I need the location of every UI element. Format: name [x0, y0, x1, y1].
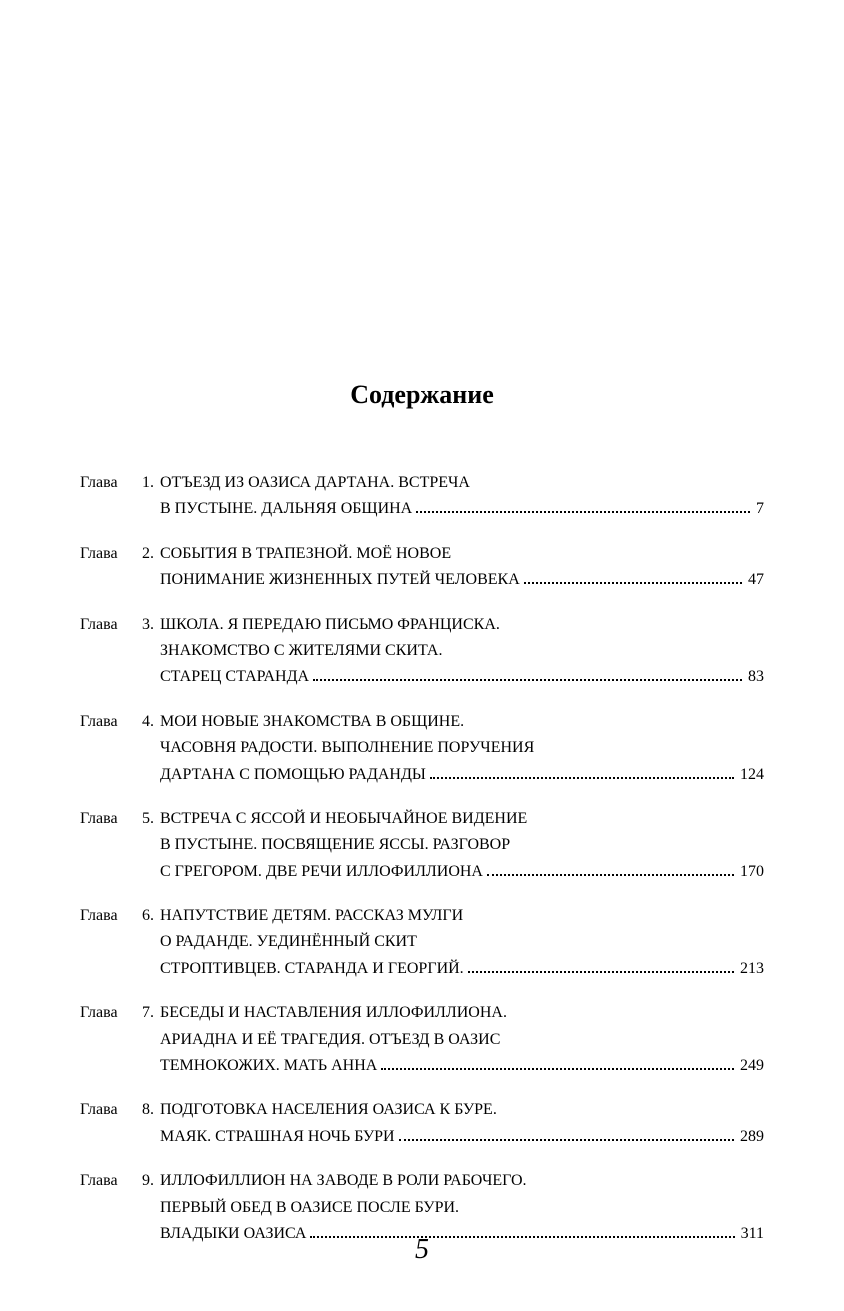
- chapter-title-line: ПЕРВЫЙ ОБЕД В ОАЗИСЕ ПОСЛЕ БУРИ.: [160, 1195, 764, 1221]
- chapter-title-line: ПОДГОТОВКА НАСЕЛЕНИЯ ОАЗИСА К БУРЕ.: [160, 1097, 764, 1123]
- chapter-title-text: МАЯК. СТРАШНАЯ НОЧЬ БУРИ: [160, 1124, 395, 1150]
- toc-entry: Глава2.СОБЫТИЯ В ТРАПЕЗНОЙ. МОЁ НОВОЕПОН…: [80, 541, 764, 594]
- chapter-title-line: ЧАСОВНЯ РАДОСТИ. ВЫПОЛНЕНИЕ ПОРУЧЕНИЯ: [160, 735, 764, 761]
- chapter-label: Глава: [80, 470, 136, 496]
- chapter-page: 170: [738, 859, 764, 885]
- chapter-title-text: ДАРТАНА С ПОМОЩЬЮ РАДАНДЫ: [160, 762, 426, 788]
- leader-dots: [399, 1139, 734, 1141]
- chapter-label: Глава: [80, 903, 136, 929]
- chapter-label: Глава: [80, 806, 136, 832]
- toc-entry: Глава5.ВСТРЕЧА С ЯССОЙ И НЕОБЫЧАЙНОЕ ВИД…: [80, 806, 764, 885]
- chapter-number: 5.: [136, 806, 160, 832]
- chapter-lastline: СТАРЕЦ СТАРАНДА 83: [160, 664, 764, 690]
- chapter-number: 3.: [136, 612, 160, 638]
- chapter-page: 83: [746, 664, 764, 690]
- chapter-title-text: С ГРЕГОРОМ. ДВЕ РЕЧИ ИЛЛОФИЛЛИОНА: [160, 859, 483, 885]
- chapter-body: ВСТРЕЧА С ЯССОЙ И НЕОБЫЧАЙНОЕ ВИДЕНИЕВ П…: [160, 806, 764, 885]
- chapter-body: СОБЫТИЯ В ТРАПЕЗНОЙ. МОЁ НОВОЕПОНИМАНИЕ …: [160, 541, 764, 594]
- chapter-lastline: СТРОПТИВЦЕВ. СТАРАНДА И ГЕОРГИЙ. 213: [160, 956, 764, 982]
- toc-entry: Глава6.НАПУТСТВИЕ ДЕТЯМ. РАССКАЗ МУЛГИО …: [80, 903, 764, 982]
- chapter-title-text: СТРОПТИВЦЕВ. СТАРАНДА И ГЕОРГИЙ.: [160, 956, 464, 982]
- chapter-number: 2.: [136, 541, 160, 567]
- chapter-page: 47: [746, 567, 764, 593]
- leader-dots: [487, 874, 734, 876]
- toc-entry: Глава1.ОТЪЕЗД ИЗ ОАЗИСА ДАРТАНА. ВСТРЕЧА…: [80, 470, 764, 523]
- chapter-page: 249: [738, 1053, 764, 1079]
- chapter-lastline: С ГРЕГОРОМ. ДВЕ РЕЧИ ИЛЛОФИЛЛИОНА 170: [160, 859, 764, 885]
- chapter-title-text: В ПУСТЫНЕ. ДАЛЬНЯЯ ОБЩИНА: [160, 496, 412, 522]
- chapter-body: МОИ НОВЫЕ ЗНАКОМСТВА В ОБЩИНЕ.ЧАСОВНЯ РА…: [160, 709, 764, 788]
- leader-dots: [381, 1068, 734, 1070]
- page-number: 5: [0, 1234, 844, 1266]
- chapter-title-line: ОТЪЕЗД ИЗ ОАЗИСА ДАРТАНА. ВСТРЕЧА: [160, 470, 764, 496]
- leader-dots: [313, 679, 742, 681]
- toc-title: Содержание: [80, 380, 764, 410]
- chapter-body: ШКОЛА. Я ПЕРЕДАЮ ПИСЬМО ФРАНЦИСКА.ЗНАКОМ…: [160, 612, 764, 691]
- chapter-title-line: БЕСЕДЫ И НАСТАВЛЕНИЯ ИЛЛОФИЛЛИОНА.: [160, 1000, 764, 1026]
- toc-entry: Глава4.МОИ НОВЫЕ ЗНАКОМСТВА В ОБЩИНЕ.ЧАС…: [80, 709, 764, 788]
- chapter-number: 8.: [136, 1097, 160, 1123]
- chapter-label: Глава: [80, 709, 136, 735]
- chapter-lastline: ДАРТАНА С ПОМОЩЬЮ РАДАНДЫ 124: [160, 762, 764, 788]
- leader-dots: [524, 582, 742, 584]
- chapter-title-line: ИЛЛОФИЛЛИОН НА ЗАВОДЕ В РОЛИ РАБОЧЕГО.: [160, 1168, 764, 1194]
- chapter-label: Глава: [80, 612, 136, 638]
- chapter-label: Глава: [80, 541, 136, 567]
- chapter-title-line: МОИ НОВЫЕ ЗНАКОМСТВА В ОБЩИНЕ.: [160, 709, 764, 735]
- chapter-title-line: АРИАДНА И ЕЁ ТРАГЕДИЯ. ОТЪЕЗД В ОАЗИС: [160, 1027, 764, 1053]
- chapter-label: Глава: [80, 1000, 136, 1026]
- leader-dots: [468, 971, 734, 973]
- chapter-body: ОТЪЕЗД ИЗ ОАЗИСА ДАРТАНА. ВСТРЕЧАВ ПУСТЫ…: [160, 470, 764, 523]
- chapter-lastline: МАЯК. СТРАШНАЯ НОЧЬ БУРИ 289: [160, 1124, 764, 1150]
- chapter-number: 7.: [136, 1000, 160, 1026]
- chapter-label: Глава: [80, 1097, 136, 1123]
- chapter-label: Глава: [80, 1168, 136, 1194]
- chapter-number: 1.: [136, 470, 160, 496]
- chapter-title-line: В ПУСТЫНЕ. ПОСВЯЩЕНИЕ ЯССЫ. РАЗГОВОР: [160, 832, 764, 858]
- toc-entry: Глава8.ПОДГОТОВКА НАСЕЛЕНИЯ ОАЗИСА К БУР…: [80, 1097, 764, 1150]
- chapter-title-line: ШКОЛА. Я ПЕРЕДАЮ ПИСЬМО ФРАНЦИСКА.: [160, 612, 764, 638]
- chapter-number: 4.: [136, 709, 160, 735]
- chapter-page: 213: [738, 956, 764, 982]
- toc-entry: Глава7.БЕСЕДЫ И НАСТАВЛЕНИЯ ИЛЛОФИЛЛИОНА…: [80, 1000, 764, 1079]
- chapter-title-text: ПОНИМАНИЕ ЖИЗНЕННЫХ ПУТЕЙ ЧЕЛОВЕКА: [160, 567, 520, 593]
- chapter-number: 6.: [136, 903, 160, 929]
- chapter-title-line: ЗНАКОМСТВО С ЖИТЕЛЯМИ СКИТА.: [160, 638, 764, 664]
- chapter-page: 124: [738, 762, 764, 788]
- toc-list: Глава1.ОТЪЕЗД ИЗ ОАЗИСА ДАРТАНА. ВСТРЕЧА…: [80, 470, 764, 1247]
- chapter-lastline: ПОНИМАНИЕ ЖИЗНЕННЫХ ПУТЕЙ ЧЕЛОВЕКА 47: [160, 567, 764, 593]
- chapter-title-text: ТЕМНОКОЖИХ. МАТЬ АННА: [160, 1053, 377, 1079]
- toc-entry: Глава3.ШКОЛА. Я ПЕРЕДАЮ ПИСЬМО ФРАНЦИСКА…: [80, 612, 764, 691]
- leader-dots: [430, 777, 734, 779]
- chapter-title-line: О РАДАНДЕ. УЕДИНЁННЫЙ СКИТ: [160, 929, 764, 955]
- toc-page: Содержание Глава1.ОТЪЕЗД ИЗ ОАЗИСА ДАРТА…: [0, 0, 844, 1311]
- chapter-body: НАПУТСТВИЕ ДЕТЯМ. РАССКАЗ МУЛГИО РАДАНДЕ…: [160, 903, 764, 982]
- chapter-number: 9.: [136, 1168, 160, 1194]
- chapter-page: 289: [738, 1124, 764, 1150]
- chapter-title-text: СТАРЕЦ СТАРАНДА: [160, 664, 309, 690]
- chapter-body: ПОДГОТОВКА НАСЕЛЕНИЯ ОАЗИСА К БУРЕ.МАЯК.…: [160, 1097, 764, 1150]
- chapter-page: 7: [754, 496, 764, 522]
- leader-dots: [416, 511, 750, 513]
- chapter-title-line: СОБЫТИЯ В ТРАПЕЗНОЙ. МОЁ НОВОЕ: [160, 541, 764, 567]
- chapter-lastline: ТЕМНОКОЖИХ. МАТЬ АННА 249: [160, 1053, 764, 1079]
- chapter-body: БЕСЕДЫ И НАСТАВЛЕНИЯ ИЛЛОФИЛЛИОНА.АРИАДН…: [160, 1000, 764, 1079]
- chapter-title-line: ВСТРЕЧА С ЯССОЙ И НЕОБЫЧАЙНОЕ ВИДЕНИЕ: [160, 806, 764, 832]
- chapter-lastline: В ПУСТЫНЕ. ДАЛЬНЯЯ ОБЩИНА 7: [160, 496, 764, 522]
- chapter-title-line: НАПУТСТВИЕ ДЕТЯМ. РАССКАЗ МУЛГИ: [160, 903, 764, 929]
